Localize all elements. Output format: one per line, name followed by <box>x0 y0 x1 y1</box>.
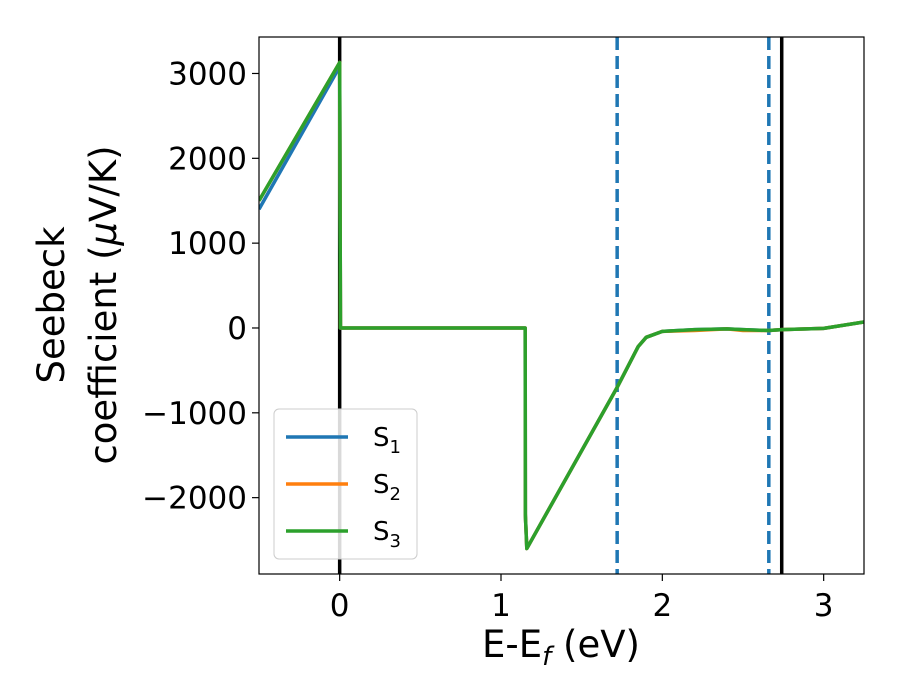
y-tick-label: 1000 <box>168 226 247 262</box>
y-axis-title-line2-post: V/K) <box>82 145 125 221</box>
x-tick-label: 2 <box>652 588 672 624</box>
x-axis-title-tail: (eV) <box>551 623 640 666</box>
x-axis-ticks: 0 1 2 3 <box>330 574 834 624</box>
legend-label-s3: S3 <box>373 517 401 552</box>
legend: S1 S2 S3 <box>273 408 418 560</box>
y-axis-title-line2-pre: coefficient ( <box>82 245 125 464</box>
plot-frame <box>258 36 865 575</box>
legend-label-s1: S1 <box>373 423 401 458</box>
y-tick-label: −1000 <box>142 396 247 432</box>
x-axis-title: E-Ef (eV) <box>482 623 640 672</box>
series-lines <box>259 60 864 551</box>
y-axis-title-line2: coefficient (μV/K) <box>82 145 125 464</box>
y-axis-title-line1: Seebeck <box>30 226 73 384</box>
y-tick-label: 2000 <box>168 141 247 177</box>
series-line-s3 <box>259 60 864 551</box>
y-tick-label: −2000 <box>142 481 247 517</box>
y-axis-ticks: 3000 2000 1000 0 −1000 −2000 <box>142 56 259 517</box>
y-axis-title-mu: μ <box>82 222 125 247</box>
y-tick-label: 0 <box>227 311 247 347</box>
y-tick-label: 3000 <box>168 56 247 92</box>
legend-items: S1 S2 S3 <box>286 423 401 552</box>
x-tick-label: 1 <box>491 588 511 624</box>
x-tick-label: 0 <box>330 588 350 624</box>
y-axis-title: Seebeck coefficient (μV/K) <box>30 145 125 464</box>
x-tick-label: 3 <box>814 588 834 624</box>
x-axis-title-main: E-E <box>482 623 542 666</box>
legend-label-s2: S2 <box>373 470 401 505</box>
